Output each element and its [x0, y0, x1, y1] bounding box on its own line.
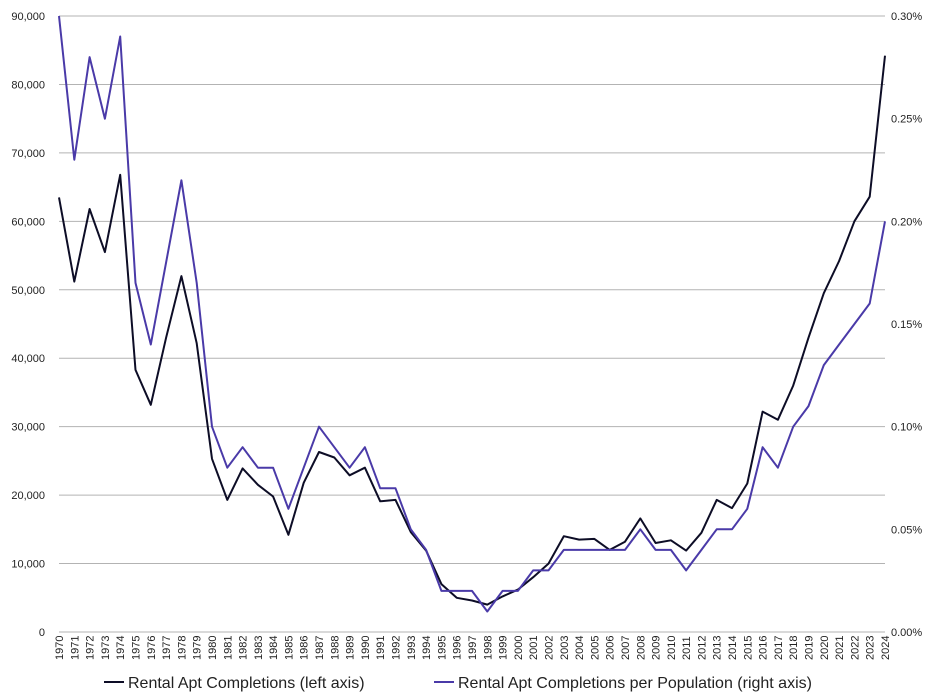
x-tick-label: 2007 [620, 636, 632, 660]
x-tick-label: 1998 [482, 636, 494, 660]
x-tick-label: 1977 [161, 636, 173, 660]
x-tick-label: 2020 [819, 636, 831, 660]
x-tick-label: 2008 [635, 636, 647, 660]
x-tick-label: 1994 [421, 636, 433, 660]
right-tick-label: 0.00% [891, 627, 922, 639]
right-tick-label: 0.10% [891, 422, 922, 434]
right-tick-label: 0.15% [891, 319, 922, 331]
x-tick-label: 1983 [253, 636, 265, 660]
right-tick-label: 0.05% [891, 524, 922, 536]
x-tick-label: 1997 [467, 636, 479, 660]
left-tick-label: 60,000 [11, 216, 45, 228]
x-tick-label: 2018 [788, 636, 800, 660]
x-tick-label: 1978 [176, 636, 188, 660]
x-axis: 1970 1971 1972 1973 1974 1975 1976 1977 1978 1979… [54, 636, 892, 660]
x-tick-label: 1981 [222, 636, 234, 660]
x-tick-label: 1992 [391, 636, 403, 660]
x-tick-label: 1976 [146, 636, 158, 660]
x-tick-label: 2003 [559, 636, 571, 660]
x-tick-label: 1970 [54, 636, 66, 660]
x-tick-label: 1989 [345, 636, 357, 660]
x-tick-label: 1987 [314, 636, 326, 660]
x-tick-label: 1982 [238, 636, 250, 660]
legend-label-per-population: Rental Apt Completions per Population (r… [458, 675, 812, 692]
x-tick-label: 2011 [681, 636, 693, 660]
left-tick-label: 20,000 [11, 490, 45, 502]
x-tick-label: 2019 [804, 636, 816, 660]
x-tick-label: 2022 [849, 636, 861, 660]
left-tick-label: 10,000 [11, 559, 45, 571]
series-line-completions [58, 55, 886, 606]
x-tick-label: 2013 [712, 636, 724, 660]
left-tick-label: 50,000 [11, 285, 45, 297]
x-tick-label: 1993 [406, 636, 418, 660]
x-tick-label: 2010 [666, 636, 678, 660]
x-tick-label: 1974 [115, 636, 127, 660]
x-tick-label: 2023 [865, 636, 877, 660]
x-tick-label: 1995 [436, 636, 448, 660]
x-tick-label: 2017 [773, 636, 785, 660]
x-tick-label: 1973 [100, 636, 112, 660]
x-tick-label: 2006 [605, 636, 617, 660]
x-tick-label: 2015 [742, 636, 754, 660]
x-tick-label: 1991 [375, 636, 387, 660]
left-tick-label: 40,000 [11, 353, 45, 365]
x-tick-label: 1975 [130, 636, 142, 660]
x-tick-label: 2005 [589, 636, 601, 660]
right-tick-label: 0.25% [891, 114, 922, 126]
left-tick-label: 90,000 [11, 11, 45, 23]
x-tick-label: 2016 [758, 636, 770, 660]
x-tick-label: 2001 [528, 636, 540, 660]
x-tick-label: 1988 [329, 636, 341, 660]
x-tick-label: 1996 [452, 636, 464, 660]
legend-label-completions: Rental Apt Completions (left axis) [128, 675, 365, 692]
right-axis: 0.00% 0.05% 0.10% 0.15% 0.20% 0.25% 0.30% [891, 11, 922, 639]
x-tick-label: 2004 [574, 636, 586, 660]
x-tick-label: 1971 [69, 636, 81, 660]
x-tick-label: 1980 [207, 636, 219, 660]
left-tick-label: 80,000 [11, 79, 45, 91]
right-tick-label: 0.30% [891, 11, 922, 23]
x-tick-label: 2014 [727, 636, 739, 660]
x-tick-label: 2012 [696, 636, 708, 660]
x-tick-label: 2021 [834, 636, 846, 660]
left-axis: 0 10,000 20,000 30,000 40,000 50,000 60,000 70,… [11, 11, 45, 639]
legend: Rental Apt Completions (left axis) Renta… [104, 675, 812, 692]
left-tick-label: 0 [39, 627, 45, 639]
x-tick-label: 2002 [543, 636, 555, 660]
gridlines [59, 15, 885, 633]
x-tick-label: 2024 [880, 636, 892, 660]
x-tick-label: 1984 [268, 636, 280, 660]
x-tick-label: 1999 [498, 636, 510, 660]
left-tick-label: 30,000 [11, 422, 45, 434]
right-tick-label: 0.20% [891, 216, 922, 228]
series-line-per-population [58, 15, 886, 613]
series-lines [58, 15, 886, 613]
x-tick-label: 1985 [283, 636, 295, 660]
x-tick-label: 1990 [360, 636, 372, 660]
x-tick-label: 1972 [85, 636, 97, 660]
x-tick-label: 1986 [299, 636, 311, 660]
x-tick-label: 2009 [651, 636, 663, 660]
left-tick-label: 70,000 [11, 148, 45, 160]
x-tick-label: 2000 [513, 636, 525, 660]
x-tick-label: 1979 [192, 636, 204, 660]
